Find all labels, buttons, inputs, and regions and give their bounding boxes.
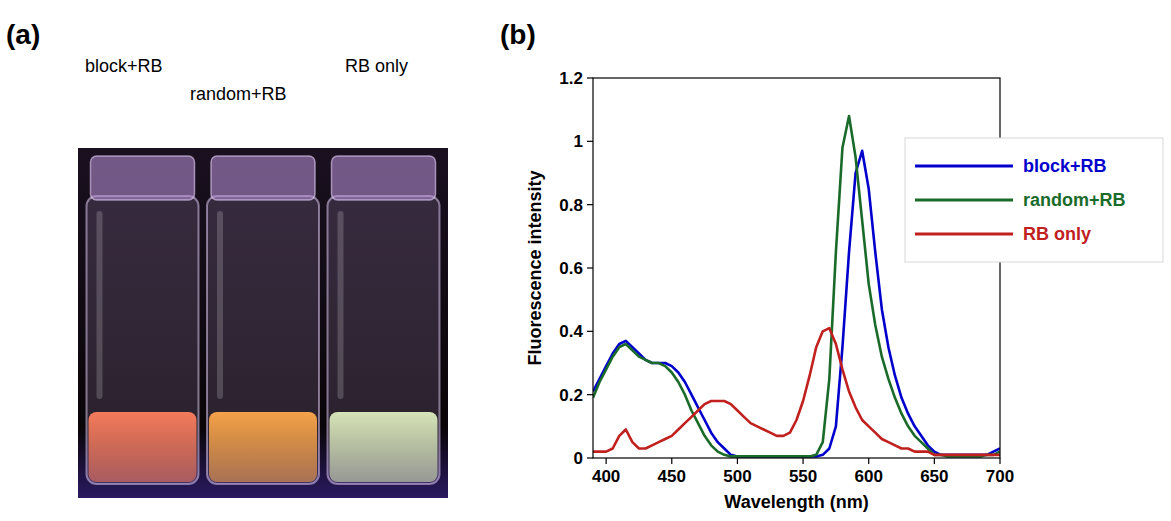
vial <box>328 156 440 484</box>
y-tick-label: 0.6 <box>559 259 583 278</box>
vial-liquid <box>209 412 317 482</box>
vial-highlight <box>217 211 223 399</box>
vial <box>87 156 199 484</box>
panel-label: (a) <box>6 19 40 50</box>
y-tick <box>587 204 593 205</box>
y-tick-label: 0.2 <box>559 386 583 405</box>
y-tick-label: 0 <box>574 449 583 468</box>
vial-cap <box>332 156 436 200</box>
photo-background <box>78 148 448 498</box>
x-tick <box>802 458 803 464</box>
legend: block+RB random+RB RB only <box>905 138 1163 262</box>
legend-label: RB only <box>1023 224 1091 244</box>
x-tick-label: 600 <box>855 467 883 486</box>
vial-cap <box>211 156 315 200</box>
series-line <box>593 328 1000 455</box>
legend-box <box>905 138 1163 262</box>
vial-liquid <box>89 412 197 482</box>
x-tick <box>868 458 869 464</box>
x-tick-label: 500 <box>723 467 751 486</box>
x-tick <box>999 458 1000 464</box>
y-tick <box>587 457 593 458</box>
y-tick <box>587 77 593 78</box>
y-tick <box>587 267 593 268</box>
y-tick <box>587 141 593 142</box>
y-tick <box>587 394 593 395</box>
vial <box>207 156 319 484</box>
vial-label: random+RB <box>190 84 287 104</box>
vial-cap <box>91 156 195 200</box>
y-tick-label: 1.2 <box>559 69 583 88</box>
y-axis-title: Fluorescence intensity <box>525 170 545 365</box>
vial-highlight <box>97 211 103 399</box>
x-tick-label: 450 <box>658 467 686 486</box>
vial-glass <box>328 196 440 484</box>
vial-glass <box>207 196 319 484</box>
legend-label: random+RB <box>1023 190 1126 210</box>
x-tick-label: 700 <box>986 467 1014 486</box>
legend-swatch <box>915 199 1013 202</box>
x-tick <box>606 458 607 464</box>
x-tick <box>671 458 672 464</box>
vial-label: RB only <box>345 56 408 76</box>
figure: (a) (b) block+RB random+RB RB only 400 450 500 5… <box>0 0 1171 521</box>
vial-liquid <box>330 412 438 482</box>
vial-glass <box>87 196 199 484</box>
vial-label: block+RB <box>85 56 163 76</box>
panel-label: (b) <box>500 19 536 50</box>
legend-swatch <box>915 233 1013 236</box>
x-tick-label: 650 <box>920 467 948 486</box>
y-tick-label: 0.4 <box>559 322 583 341</box>
legend-swatch <box>915 165 1013 168</box>
y-tick <box>587 331 593 332</box>
x-tick <box>737 458 738 464</box>
x-axis-title: Wavelength (nm) <box>724 492 868 512</box>
plot-frame <box>593 78 1000 458</box>
y-tick-label: 0.8 <box>559 196 583 215</box>
x-tick-label: 400 <box>592 467 620 486</box>
vial-highlight <box>338 211 344 399</box>
legend-label: block+RB <box>1023 156 1107 176</box>
y-tick-label: 1 <box>574 132 583 151</box>
x-tick <box>934 458 935 464</box>
x-tick-label: 550 <box>789 467 817 486</box>
